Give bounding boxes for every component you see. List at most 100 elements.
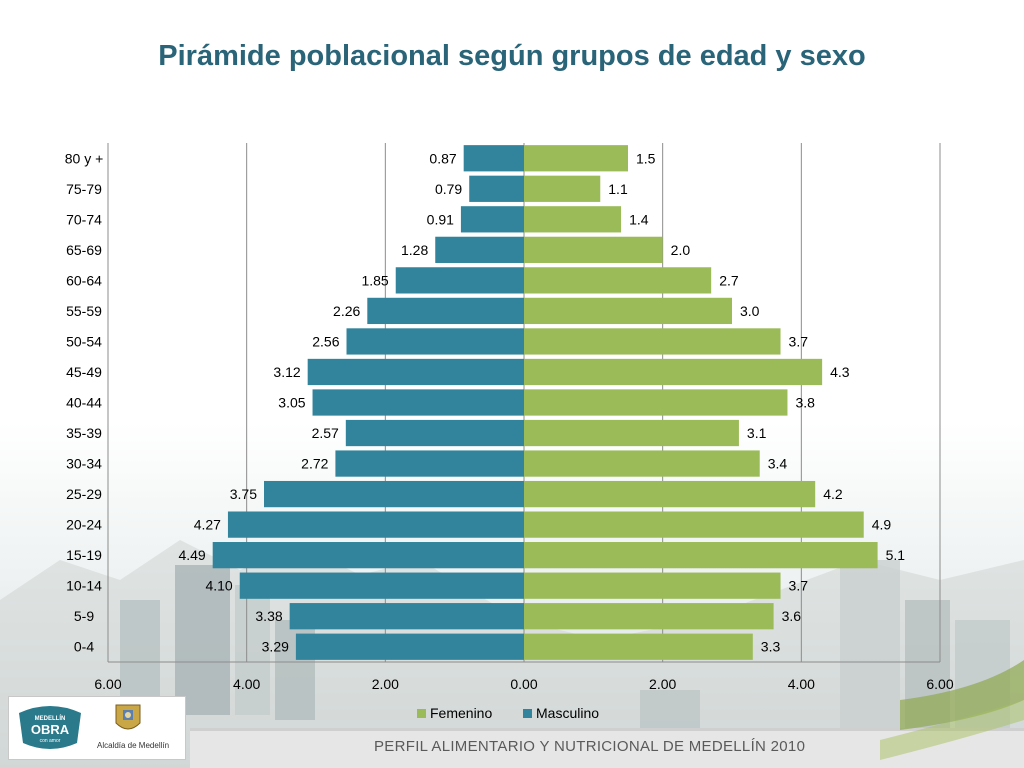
bar-masculino — [367, 297, 524, 325]
data-label-masculino: 3.12 — [273, 364, 300, 380]
data-label-masculino: 2.26 — [333, 303, 360, 319]
data-label-masculino: 2.72 — [301, 456, 328, 472]
bar-masculino — [264, 480, 524, 508]
data-label-masculino: 2.57 — [312, 425, 339, 441]
data-label-masculino: 0.91 — [427, 211, 454, 227]
bar-femenino — [524, 480, 816, 508]
data-label-masculino: 0.87 — [429, 150, 456, 166]
bar-femenino — [524, 328, 781, 355]
data-label-masculino: 2.56 — [312, 333, 339, 349]
bar-femenino — [524, 236, 663, 263]
category-label: 45-49 — [66, 364, 102, 380]
data-label-femenino: 3.8 — [795, 395, 815, 411]
bar-masculino — [307, 358, 524, 386]
x-tick-label: 6.00 — [926, 676, 953, 692]
bar-masculino — [460, 206, 524, 233]
bar-femenino — [524, 572, 781, 599]
data-label-femenino: 4.2 — [823, 486, 843, 502]
bar-femenino — [524, 267, 712, 294]
legend-label: Femenino — [430, 705, 492, 721]
x-tick-label: 0.00 — [510, 676, 537, 692]
bar-masculino — [212, 542, 524, 569]
data-label-femenino: 1.4 — [629, 211, 649, 227]
bar-masculino — [289, 603, 524, 630]
data-label-femenino: 4.9 — [872, 517, 892, 533]
bar-femenino — [524, 389, 788, 416]
chart-title: Pirámide poblacional según grupos de eda… — [158, 40, 866, 72]
category-label: 40-44 — [66, 395, 102, 411]
category-label: 5-9 — [74, 608, 94, 624]
data-label-masculino: 1.28 — [401, 242, 428, 258]
data-label-femenino: 5.1 — [886, 547, 906, 563]
bar-femenino — [524, 358, 823, 386]
data-label-masculino: 0.79 — [435, 181, 462, 197]
legend-swatch — [417, 709, 426, 718]
data-label-femenino: 3.7 — [789, 578, 809, 594]
bar-masculino — [463, 145, 524, 172]
medellin-logo: MEDELLÍN OBRA con amor Alcaldía de Medel… — [8, 696, 186, 760]
category-label: 30-34 — [66, 456, 102, 472]
bar-masculino — [239, 572, 524, 599]
logo-caption: Alcaldía de Medellín — [97, 741, 170, 750]
bar-masculino — [345, 419, 524, 447]
category-axis-labels: 80 y + 75-79 70-74 65-69 60-64 55-59 50-54 45-4… — [65, 150, 104, 654]
bar-masculino — [312, 389, 524, 416]
category-label: 25-29 — [66, 486, 102, 502]
data-labels: 0.87 1.5 0.79 1.1 0.91 1.4 1.28 2.0 1.85 2.7 2.26 3… — [178, 150, 905, 654]
bar-femenino — [524, 603, 774, 630]
legend: Femenino Masculino — [417, 705, 599, 721]
data-label-femenino: 1.5 — [636, 150, 656, 166]
data-label-femenino: 3.3 — [761, 639, 781, 655]
bar-masculino — [346, 328, 524, 355]
bar-masculino — [227, 511, 525, 538]
bar-femenino — [524, 175, 601, 202]
category-label: 55-59 — [66, 303, 102, 319]
bar-femenino — [524, 511, 864, 538]
category-label: 10-14 — [66, 578, 102, 594]
svg-text:con amor: con amor — [40, 738, 61, 744]
data-label-femenino: 3.7 — [789, 333, 809, 349]
data-label-masculino: 4.49 — [178, 547, 205, 563]
bar-femenino — [524, 542, 878, 569]
data-label-femenino: 3.0 — [740, 303, 760, 319]
category-label: 80 y + — [65, 150, 104, 166]
data-label-femenino: 3.6 — [782, 608, 802, 624]
obra-logo-icon: MEDELLÍN OBRA con amor — [19, 706, 81, 749]
legend-label: Masculino — [536, 705, 599, 721]
x-axis-ticks: 6.00 4.00 2.00 0.00 2.00 4.00 6.00 — [94, 676, 953, 692]
bar-femenino — [524, 633, 753, 660]
data-label-masculino: 3.38 — [255, 608, 282, 624]
bar-femenino — [524, 206, 622, 233]
data-label-femenino: 2.7 — [719, 272, 739, 288]
data-label-masculino: 1.85 — [361, 272, 388, 288]
bar-femenino — [524, 145, 628, 172]
category-label: 50-54 — [66, 333, 102, 349]
bar-masculino — [395, 267, 524, 294]
x-tick-label: 2.00 — [649, 676, 676, 692]
category-label: 65-69 — [66, 242, 102, 258]
svg-text:MEDELLÍN: MEDELLÍN — [35, 714, 66, 722]
data-label-femenino: 2.0 — [671, 242, 691, 258]
data-label-masculino: 3.05 — [278, 395, 305, 411]
legend-swatch — [523, 709, 532, 718]
city-seal-icon — [115, 704, 141, 730]
x-tick-label: 2.00 — [372, 676, 399, 692]
x-tick-label: 6.00 — [94, 676, 121, 692]
bar-femenino — [524, 450, 760, 477]
category-label: 0-4 — [74, 639, 94, 655]
data-label-masculino: 4.10 — [205, 578, 232, 594]
data-label-masculino: 3.29 — [262, 639, 289, 655]
bar-masculino — [469, 175, 524, 202]
x-tick-label: 4.00 — [233, 676, 260, 692]
data-label-femenino: 4.3 — [830, 364, 850, 380]
x-tick-label: 4.00 — [788, 676, 815, 692]
category-label: 70-74 — [66, 211, 102, 227]
data-label-femenino: 3.4 — [768, 456, 788, 472]
bar-masculino — [435, 236, 524, 263]
category-label: 75-79 — [66, 181, 102, 197]
category-label: 35-39 — [66, 425, 102, 441]
category-label: 15-19 — [66, 547, 102, 563]
bar-masculino — [335, 450, 524, 477]
bar-masculino — [295, 633, 524, 660]
